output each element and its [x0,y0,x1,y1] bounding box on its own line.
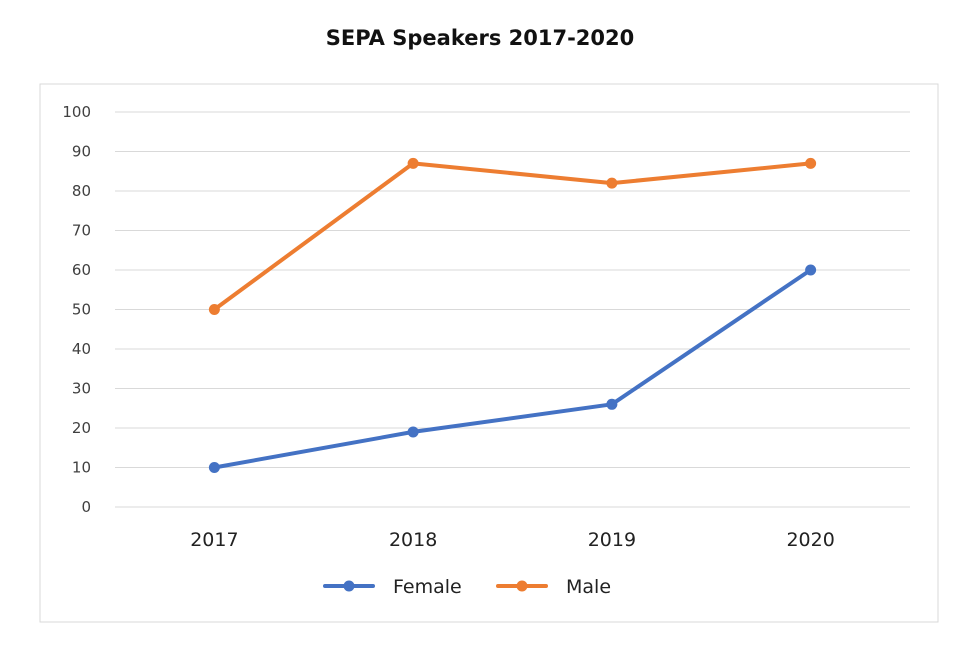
x-tick-label-2017: 2017 [190,529,238,551]
series-line-female [212,268,813,470]
legend: Female Male [323,576,611,598]
data-point-male-2019 [606,177,618,189]
y-axis: 0 10 20 30 40 50 60 70 80 90 100 [62,103,91,516]
y-tick-label-30: 30 [72,380,91,398]
data-point-female-2019 [606,398,618,410]
data-point-female-2020 [805,264,817,276]
data-point-male-2020 [805,157,817,169]
legend-label-male: Male [566,576,611,598]
x-tick-label-2020: 2020 [786,529,834,551]
legend-marker-male [516,580,528,592]
data-point-male-2017 [208,304,220,315]
legend-label-female: Female [393,576,462,598]
series-lines [208,157,817,473]
y-tick-label-90: 90 [72,143,91,161]
data-point-female-2018 [407,426,419,438]
legend-marker-female [343,580,355,592]
y-tick-label-50: 50 [72,301,91,319]
x-axis: 2017 2018 2019 2020 [190,529,835,551]
data-point-female-2017 [208,462,220,473]
gridlines [115,111,910,508]
y-tick-label-20: 20 [72,419,91,437]
chart-border [39,83,939,623]
y-tick-label-10: 10 [72,459,91,477]
chart-title: SEPA Speakers 2017-2020 [325,26,635,50]
y-tick-label-80: 80 [72,182,91,200]
y-tick-label-60: 60 [72,261,91,279]
y-tick-label-100: 100 [62,103,91,121]
series-line-male [212,161,813,312]
y-tick-label-70: 70 [72,222,91,240]
x-tick-label-2018: 2018 [389,529,437,551]
y-tick-label-40: 40 [72,340,91,358]
data-point-male-2018 [407,157,419,169]
y-tick-label-0: 0 [81,498,91,516]
x-tick-label-2019: 2019 [588,529,636,551]
